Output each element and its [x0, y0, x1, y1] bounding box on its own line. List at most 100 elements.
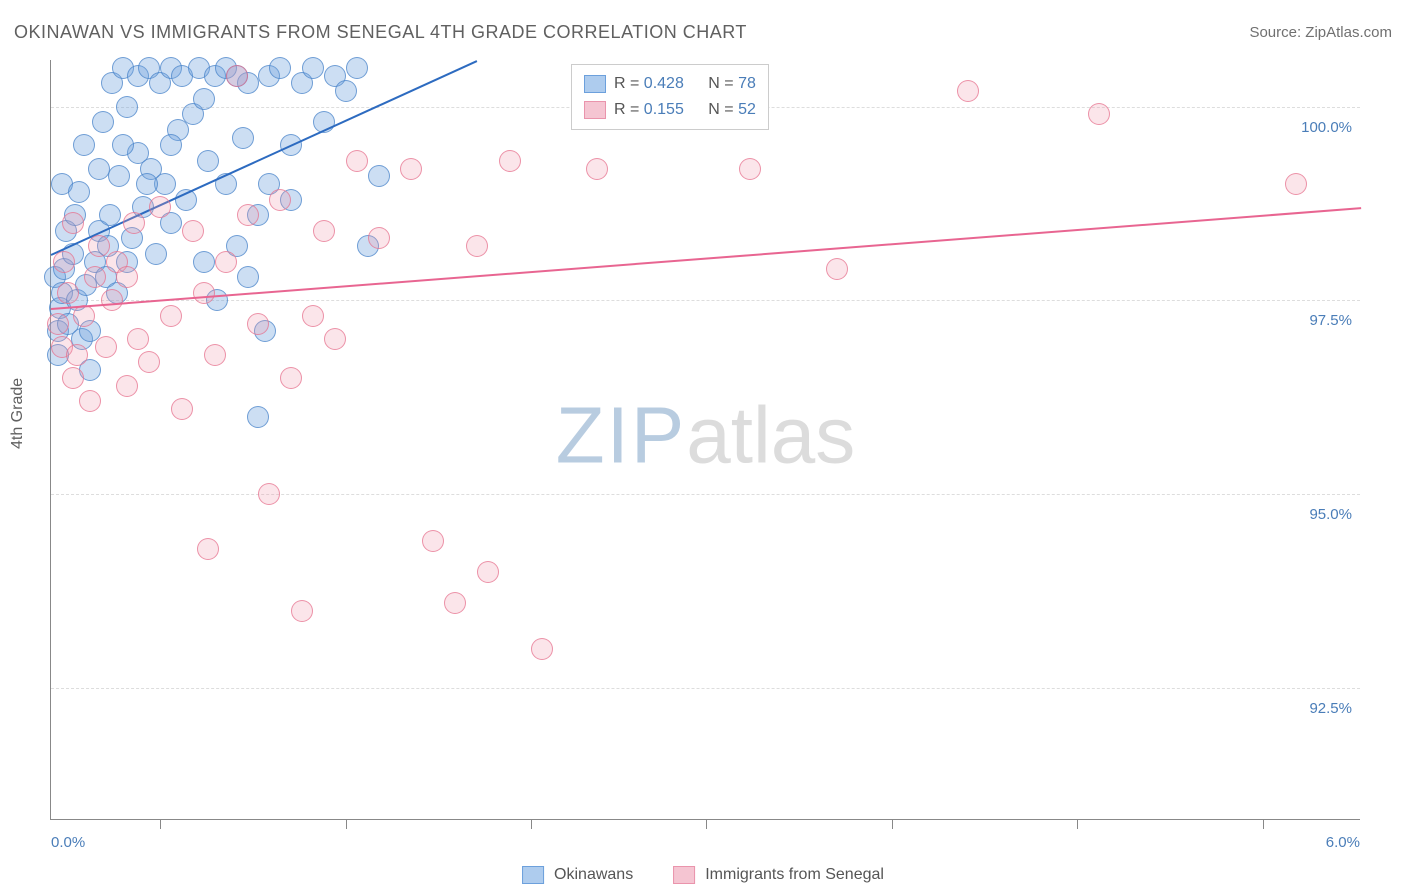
scatter-point	[123, 212, 145, 234]
x-tick-label: 6.0%	[1326, 834, 1360, 851]
grid-line	[51, 300, 1360, 301]
scatter-point	[269, 189, 291, 211]
scatter-point	[127, 328, 149, 350]
scatter-point	[116, 266, 138, 288]
scatter-point	[197, 150, 219, 172]
scatter-point	[73, 305, 95, 327]
scatter-point	[368, 165, 390, 187]
scatter-point	[116, 96, 138, 118]
scatter-point	[138, 351, 160, 373]
scatter-point	[247, 406, 269, 428]
legend-label: Okinawans	[554, 866, 633, 884]
scatter-point	[313, 220, 335, 242]
scatter-point	[280, 367, 302, 389]
scatter-point	[145, 243, 167, 265]
scatter-point	[1285, 173, 1307, 195]
grid-line	[51, 688, 1360, 689]
scatter-point	[112, 134, 134, 156]
grid-line	[51, 494, 1360, 495]
x-tick	[160, 819, 161, 829]
scatter-point	[237, 204, 259, 226]
scatter-point	[324, 328, 346, 350]
stats-legend: R = 0.428 N = 78R = 0.155 N = 52	[571, 64, 769, 130]
source-label: Source: ZipAtlas.com	[1249, 24, 1392, 41]
y-tick-label: 100.0%	[1301, 119, 1352, 136]
scatter-point	[302, 57, 324, 79]
y-axis-title: 4th Grade	[9, 378, 27, 449]
scatter-point	[193, 282, 215, 304]
scatter-point	[136, 173, 158, 195]
scatter-point	[108, 165, 130, 187]
stats-legend-row: R = 0.428 N = 78	[584, 71, 756, 97]
scatter-point	[477, 561, 499, 583]
y-tick-label: 92.5%	[1309, 700, 1352, 717]
scatter-point	[531, 638, 553, 660]
scatter-point	[92, 111, 114, 133]
x-tick	[1077, 819, 1078, 829]
scatter-point	[160, 134, 182, 156]
scatter-point	[53, 251, 75, 273]
scatter-point	[346, 57, 368, 79]
scatter-point	[62, 212, 84, 234]
header: OKINAWAN VS IMMIGRANTS FROM SENEGAL 4TH …	[14, 22, 1392, 43]
y-tick-label: 95.0%	[1309, 506, 1352, 523]
scatter-point	[95, 336, 117, 358]
x-tick	[706, 819, 707, 829]
scatter-point	[302, 305, 324, 327]
scatter-point	[68, 181, 90, 203]
scatter-point	[215, 251, 237, 273]
scatter-point	[171, 398, 193, 420]
scatter-point	[47, 313, 69, 335]
legend-item-okinawans: Okinawans	[522, 866, 633, 884]
scatter-point	[739, 158, 761, 180]
legend-item-senegal: Immigrants from Senegal	[673, 866, 884, 884]
watermark: ZIPatlas	[556, 389, 855, 481]
x-tick	[531, 819, 532, 829]
scatter-point	[335, 80, 357, 102]
scatter-point	[57, 282, 79, 304]
x-tick	[346, 819, 347, 829]
scatter-point	[160, 305, 182, 327]
scatter-point	[193, 88, 215, 110]
scatter-point	[182, 220, 204, 242]
x-tick	[892, 819, 893, 829]
scatter-point	[269, 57, 291, 79]
scatter-point	[400, 158, 422, 180]
scatter-point	[232, 127, 254, 149]
scatter-point	[237, 266, 259, 288]
scatter-point	[826, 258, 848, 280]
scatter-point	[73, 134, 95, 156]
scatter-point	[226, 65, 248, 87]
scatter-point	[291, 600, 313, 622]
scatter-point	[116, 375, 138, 397]
legend-swatch-blue	[522, 866, 544, 884]
scatter-point	[499, 150, 521, 172]
chart-title: OKINAWAN VS IMMIGRANTS FROM SENEGAL 4TH …	[14, 22, 747, 43]
scatter-point	[247, 313, 269, 335]
chart-container: OKINAWAN VS IMMIGRANTS FROM SENEGAL 4TH …	[0, 0, 1406, 892]
y-tick-label: 97.5%	[1309, 312, 1352, 329]
scatter-point	[368, 227, 390, 249]
scatter-point	[422, 530, 444, 552]
scatter-point	[79, 390, 101, 412]
legend-label: Immigrants from Senegal	[705, 866, 884, 884]
scatter-point	[84, 266, 106, 288]
scatter-point	[101, 289, 123, 311]
legend-swatch-blue	[584, 75, 606, 93]
scatter-point	[466, 235, 488, 257]
plot-area: ZIPatlas 92.5%95.0%97.5%100.0%0.0%6.0%R …	[50, 60, 1360, 820]
scatter-point	[204, 344, 226, 366]
scatter-point	[444, 592, 466, 614]
scatter-point	[586, 158, 608, 180]
scatter-point	[1088, 103, 1110, 125]
watermark-zip: ZIP	[556, 390, 686, 479]
scatter-point	[197, 538, 219, 560]
stats-legend-row: R = 0.155 N = 52	[584, 97, 756, 123]
legend-swatch-pink	[584, 101, 606, 119]
bottom-legend: Okinawans Immigrants from Senegal	[522, 866, 884, 884]
scatter-point	[193, 251, 215, 273]
legend-swatch-pink	[673, 866, 695, 884]
x-tick-label: 0.0%	[51, 834, 85, 851]
scatter-point	[88, 235, 110, 257]
x-tick	[1263, 819, 1264, 829]
